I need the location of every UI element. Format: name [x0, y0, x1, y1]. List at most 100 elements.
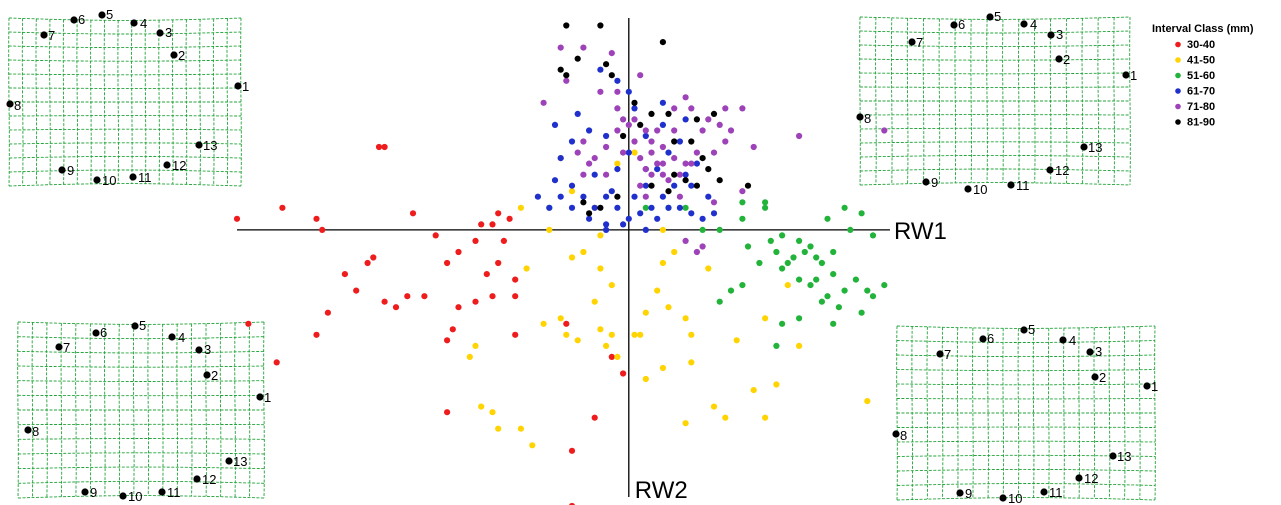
data-point: [824, 293, 831, 300]
data-point: [671, 182, 678, 189]
grid-line: [8, 59, 241, 62]
data-point: [375, 143, 383, 151]
data-point: [597, 66, 604, 73]
data-point: [762, 204, 769, 211]
landmark-point: [24, 426, 32, 434]
grid-line: [897, 454, 1156, 457]
grid-line: [176, 324, 178, 496]
grid-line: [89, 323, 92, 497]
data-point: [727, 127, 735, 134]
data-point: [614, 105, 621, 112]
landmark-point: [1059, 336, 1067, 344]
data-point: [699, 243, 706, 250]
data-point: [693, 149, 701, 156]
landmark-point: [1075, 474, 1083, 482]
data-point: [784, 259, 791, 267]
grid-line: [896, 497, 1156, 501]
data-point: [818, 259, 826, 267]
data-point: [796, 237, 803, 244]
grid-line: [1065, 18, 1068, 184]
legend-title: Interval Class (mm): [1152, 23, 1254, 35]
data-point: [620, 221, 627, 228]
grid-line: [896, 340, 1155, 343]
data-point: [546, 226, 553, 233]
data-point: [603, 61, 610, 68]
grid-line: [132, 324, 135, 496]
grid-line: [263, 321, 265, 499]
data-point: [705, 166, 712, 173]
data-point: [455, 248, 462, 256]
landmark-label: 8: [14, 98, 21, 113]
landmark-point: [1122, 71, 1130, 79]
landmark-label: 6: [78, 12, 85, 27]
data-point: [614, 160, 621, 167]
landmark-point: [1055, 55, 1063, 63]
series-61-70: [534, 66, 718, 233]
data-point: [341, 271, 348, 278]
grid-line: [906, 18, 909, 184]
landmark-label: 1: [264, 390, 271, 405]
data-point: [489, 409, 496, 416]
data-point: [495, 210, 502, 217]
data-point: [688, 160, 695, 167]
data-point: [659, 259, 667, 267]
landmark-label: 8: [900, 428, 907, 443]
grid-line: [240, 17, 242, 187]
x-axis-label: RW1: [894, 218, 947, 245]
data-point: [591, 298, 598, 305]
data-point: [869, 293, 877, 300]
grid-line: [18, 452, 265, 455]
series-51-60: [546, 199, 888, 349]
data-point: [659, 171, 667, 178]
landmark-label: 12: [1084, 471, 1098, 486]
landmark-point: [999, 494, 1007, 502]
data-point: [273, 359, 280, 366]
data-point: [608, 353, 615, 360]
data-point: [835, 304, 843, 311]
data-point: [608, 188, 615, 195]
grid-line: [911, 326, 913, 500]
data-point: [625, 149, 632, 156]
data-point: [642, 166, 649, 173]
landmark-label: 6: [987, 331, 994, 346]
data-point: [546, 204, 553, 211]
data-point: [603, 171, 610, 178]
data-point: [693, 248, 701, 256]
grid-line: [970, 19, 972, 183]
landmark-label: 5: [994, 9, 1001, 24]
data-point: [648, 182, 655, 189]
data-point: [614, 204, 621, 211]
data-point: [852, 276, 860, 283]
grid-line: [1063, 328, 1065, 498]
data-point: [830, 320, 837, 327]
data-point: [676, 171, 684, 178]
data-point: [796, 315, 803, 322]
legend-entry: 30-40: [1187, 39, 1215, 51]
data-point: [489, 221, 496, 228]
data-point: [699, 127, 706, 134]
data-point: [659, 364, 667, 372]
data-point: [574, 55, 581, 62]
grid-line: [21, 18, 24, 186]
landmark-label: 11: [167, 485, 181, 500]
landmark-label: 3: [1095, 344, 1102, 359]
grid-line: [144, 20, 147, 184]
landmark-label: 3: [1056, 27, 1063, 42]
data-point: [500, 237, 507, 244]
grid-line: [1139, 326, 1141, 500]
landmark-label: 8: [32, 424, 39, 439]
grid-line: [62, 19, 65, 185]
landmark-point: [119, 492, 127, 500]
data-point: [693, 182, 701, 189]
data-point: [506, 215, 513, 222]
data-point: [625, 88, 632, 95]
data-point: [665, 188, 672, 195]
landmark-point: [98, 11, 106, 19]
landmark-label: 11: [138, 170, 152, 185]
landmark-label: 10: [102, 173, 116, 188]
grid-line: [49, 19, 51, 185]
data-point: [591, 155, 598, 162]
landmark-point: [892, 430, 900, 438]
data-point: [858, 210, 865, 217]
